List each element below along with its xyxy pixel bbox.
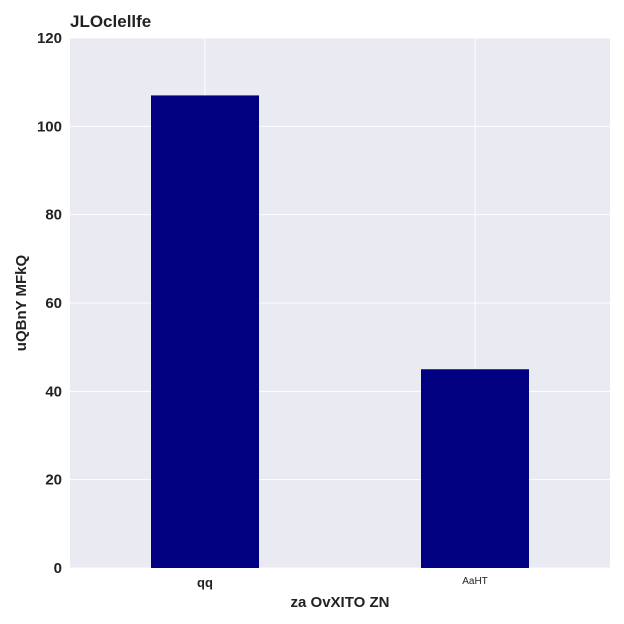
y-tick-labels: 0 20 40 60 80 100 120 bbox=[37, 30, 62, 577]
y-tick-label: 60 bbox=[45, 295, 62, 312]
y-tick-label: 0 bbox=[54, 560, 62, 577]
bars bbox=[151, 95, 529, 569]
bar-aaht bbox=[421, 369, 529, 568]
y-tick-label: 20 bbox=[45, 472, 62, 489]
y-axis-label: uQBnY MFkQ bbox=[13, 254, 30, 351]
x-tick-labels: qq AaHT bbox=[197, 575, 488, 590]
x-axis-label: za OvXITO ZN bbox=[291, 594, 390, 611]
y-tick-label: 120 bbox=[37, 30, 62, 47]
chart-title: JLOclellfe bbox=[70, 12, 151, 31]
x-tick-label: AaHT bbox=[462, 576, 488, 587]
bar-qq bbox=[151, 95, 259, 569]
x-tick-label: qq bbox=[197, 575, 213, 590]
y-tick-label: 80 bbox=[45, 207, 62, 224]
y-tick-label: 40 bbox=[45, 383, 62, 400]
y-tick-label: 100 bbox=[37, 118, 62, 135]
